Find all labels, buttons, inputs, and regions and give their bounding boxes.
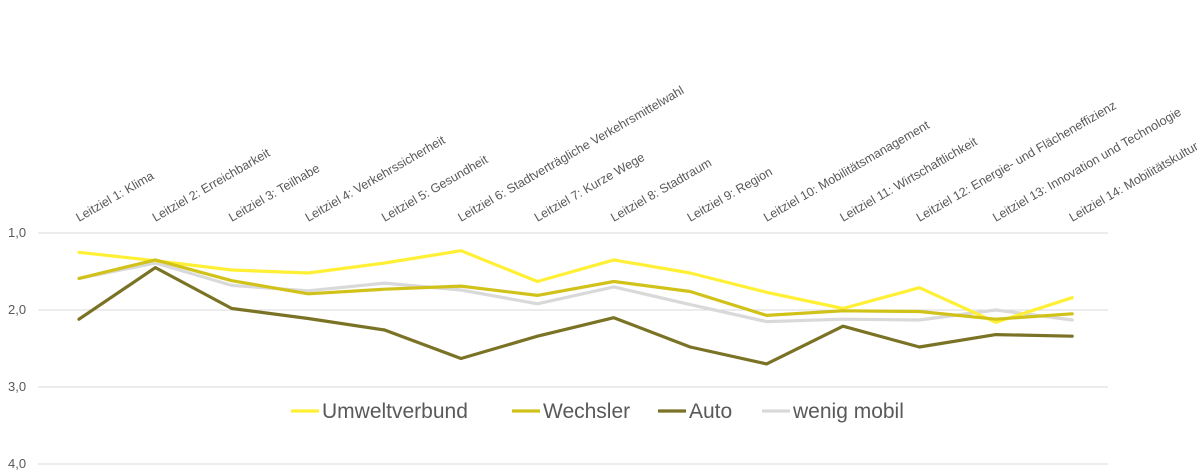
y-tick-label: 2,0 bbox=[8, 302, 26, 317]
y-axis-ticks: 1,0 2,0 3,0 4,0 bbox=[8, 225, 26, 471]
y-tick-label: 3,0 bbox=[8, 379, 26, 394]
legend-label: Auto bbox=[689, 400, 732, 423]
series-line-wechsler bbox=[77, 258, 1074, 321]
x-category-label: Leitziel 1: Klima bbox=[74, 169, 157, 225]
y-tick-label: 1,0 bbox=[8, 225, 26, 240]
x-category-label: Leitziel 2: Erreichbarkeit bbox=[150, 146, 273, 225]
series-line-auto bbox=[77, 266, 1074, 366]
legend-label: Wechsler bbox=[543, 400, 630, 423]
series-line-wenig-mobil bbox=[77, 261, 1074, 324]
x-category-label: Leitziel 11: Wirtschaftlichkeit bbox=[838, 134, 981, 224]
legend-label: wenig mobil bbox=[792, 400, 904, 423]
legend-label: Umweltverbund bbox=[322, 400, 468, 423]
x-category-label: Leitziel 14: Mobilitätskultur bbox=[1067, 139, 1200, 224]
x-category-label: Leitziel 4: Verkehrssicherheit bbox=[303, 133, 448, 225]
series-lines bbox=[77, 249, 1074, 366]
y-tick-label: 4,0 bbox=[8, 456, 26, 471]
gridlines bbox=[38, 232, 1108, 465]
legend: Umweltverbund Wechsler Auto wenig mobil bbox=[291, 400, 904, 423]
series-line-umweltverbund bbox=[77, 249, 1074, 324]
